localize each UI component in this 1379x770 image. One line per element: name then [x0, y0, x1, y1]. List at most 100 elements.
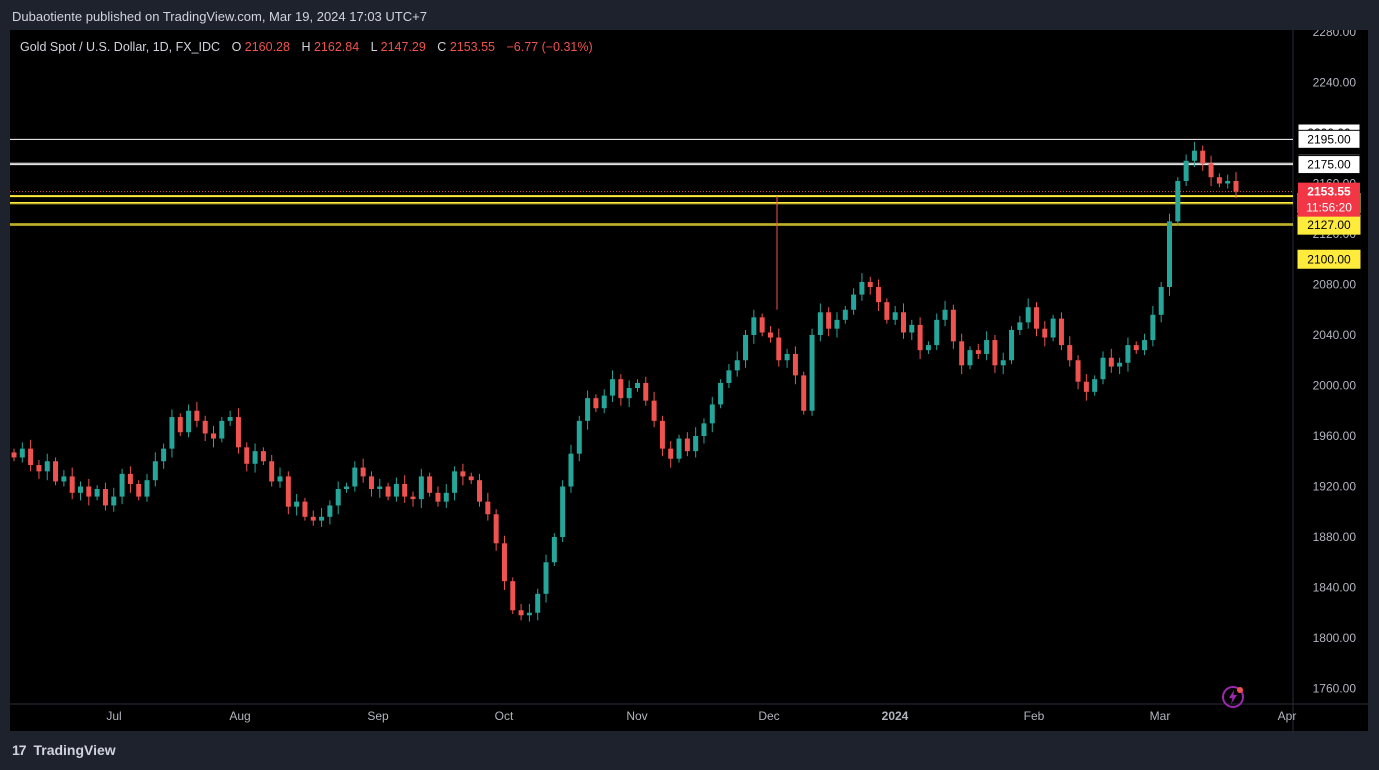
candle	[269, 454, 275, 487]
candle	[227, 410, 233, 426]
candle-body	[1216, 177, 1222, 184]
candle	[1208, 155, 1214, 187]
price-axis: 2280.002240.002200.002160.002120.002080.…	[1297, 30, 1361, 696]
candle	[1175, 177, 1181, 226]
candle-body	[726, 370, 732, 383]
candle	[618, 374, 624, 406]
x-tick-label: Mar	[1150, 709, 1171, 723]
y-tick-label: 1760.00	[1313, 682, 1357, 696]
close-value: 2153.55	[450, 40, 495, 54]
candle	[344, 482, 350, 493]
candle-body	[211, 433, 217, 439]
candle	[726, 364, 732, 389]
candle	[934, 313, 940, 351]
candle-body	[1033, 307, 1039, 329]
candle	[984, 331, 990, 361]
candle-body	[352, 467, 358, 487]
candle-body	[294, 501, 300, 507]
candle-body	[69, 476, 75, 493]
candle	[169, 409, 175, 458]
candle-body	[1000, 360, 1006, 366]
candle-body	[136, 483, 142, 497]
candle	[634, 379, 640, 392]
chart-area[interactable]: 2280.002240.002200.002160.002120.002080.…	[10, 30, 1368, 731]
candle-body	[302, 501, 308, 517]
candle-body	[493, 514, 499, 544]
candle	[427, 472, 433, 497]
candle-body	[984, 340, 990, 354]
candle-body	[44, 461, 50, 472]
candle-body	[676, 438, 682, 459]
candle	[576, 415, 582, 462]
candle	[202, 415, 208, 442]
candle	[801, 371, 807, 415]
candle-body	[618, 379, 624, 399]
tradingview-brand[interactable]: 17 TradingView	[12, 740, 116, 760]
candle-body	[925, 345, 931, 351]
candle	[1025, 298, 1031, 329]
candle-body	[1233, 180, 1239, 192]
candle	[1225, 174, 1231, 189]
candle-body	[244, 447, 250, 464]
candle-body	[576, 420, 582, 454]
candle-body	[759, 317, 765, 333]
white-level-tag: 2175.00	[1297, 155, 1361, 175]
candle	[285, 471, 291, 515]
candle-body	[418, 476, 424, 500]
candle	[211, 425, 217, 448]
candle	[585, 390, 591, 430]
candle	[668, 441, 674, 468]
candle	[327, 500, 333, 525]
candle	[335, 481, 341, 515]
symbol-name: Gold Spot / U.S. Dollar, 1D, FX_IDC	[20, 40, 220, 54]
yellow-level-tag-text: 2127.00	[1307, 218, 1351, 232]
candle	[443, 483, 449, 508]
candle	[119, 468, 125, 505]
candle-body	[169, 417, 175, 449]
candle-body	[277, 476, 283, 482]
candle	[684, 432, 690, 457]
candle-body	[634, 382, 640, 389]
candle-body	[526, 612, 532, 616]
candle-body	[161, 448, 167, 462]
candle	[194, 401, 200, 428]
candle-body	[709, 404, 715, 424]
candle	[1117, 357, 1123, 375]
y-tick-label: 2040.00	[1313, 328, 1357, 342]
candle	[851, 288, 857, 315]
candle	[460, 463, 466, 486]
yellow-price-tag: 2100.00	[1297, 249, 1361, 269]
candle	[767, 326, 773, 343]
price-chart[interactable]: 2280.002240.002200.002160.002120.002080.…	[10, 30, 1368, 731]
candle-body	[809, 335, 815, 411]
candle-body	[144, 480, 150, 497]
candle-body	[310, 516, 316, 521]
candle-body	[102, 489, 108, 506]
candle	[177, 413, 183, 436]
candle-body	[1183, 160, 1189, 181]
candle	[975, 343, 981, 359]
time-axis: Jul Aug Sep Oct Nov Dec 2024 Feb Mar Apr	[106, 709, 1296, 723]
candle-body	[61, 476, 67, 482]
lightning-icon[interactable]	[1222, 686, 1244, 708]
candle	[610, 370, 616, 402]
y-tick-label: 2280.00	[1313, 30, 1357, 39]
candle	[925, 341, 931, 354]
white-level-tag-bg	[1297, 155, 1361, 175]
candle-body	[269, 461, 275, 482]
candle-body	[1083, 381, 1089, 392]
candle-body	[344, 486, 350, 490]
candle-body	[551, 537, 557, 563]
high-label: H	[301, 40, 310, 54]
candle-body	[693, 436, 699, 452]
x-tick-label: Dec	[758, 709, 779, 723]
y-tick-label: 1840.00	[1313, 581, 1357, 595]
candle-body	[950, 309, 956, 342]
candle-body	[767, 332, 773, 338]
candle-body	[959, 341, 965, 366]
candle-body	[784, 353, 790, 361]
candle-body	[1200, 150, 1206, 164]
candle-body	[1208, 163, 1214, 178]
x-tick-label: Jul	[106, 709, 121, 723]
candle	[900, 303, 906, 339]
